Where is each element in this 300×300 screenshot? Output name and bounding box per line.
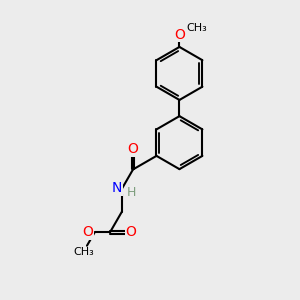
Text: CH₃: CH₃ bbox=[186, 23, 207, 33]
Text: O: O bbox=[174, 28, 185, 42]
Text: N: N bbox=[112, 181, 122, 195]
Text: CH₃: CH₃ bbox=[74, 247, 94, 257]
Text: O: O bbox=[126, 225, 136, 239]
Text: H: H bbox=[127, 186, 136, 199]
Text: O: O bbox=[83, 225, 94, 239]
Text: O: O bbox=[128, 142, 139, 156]
